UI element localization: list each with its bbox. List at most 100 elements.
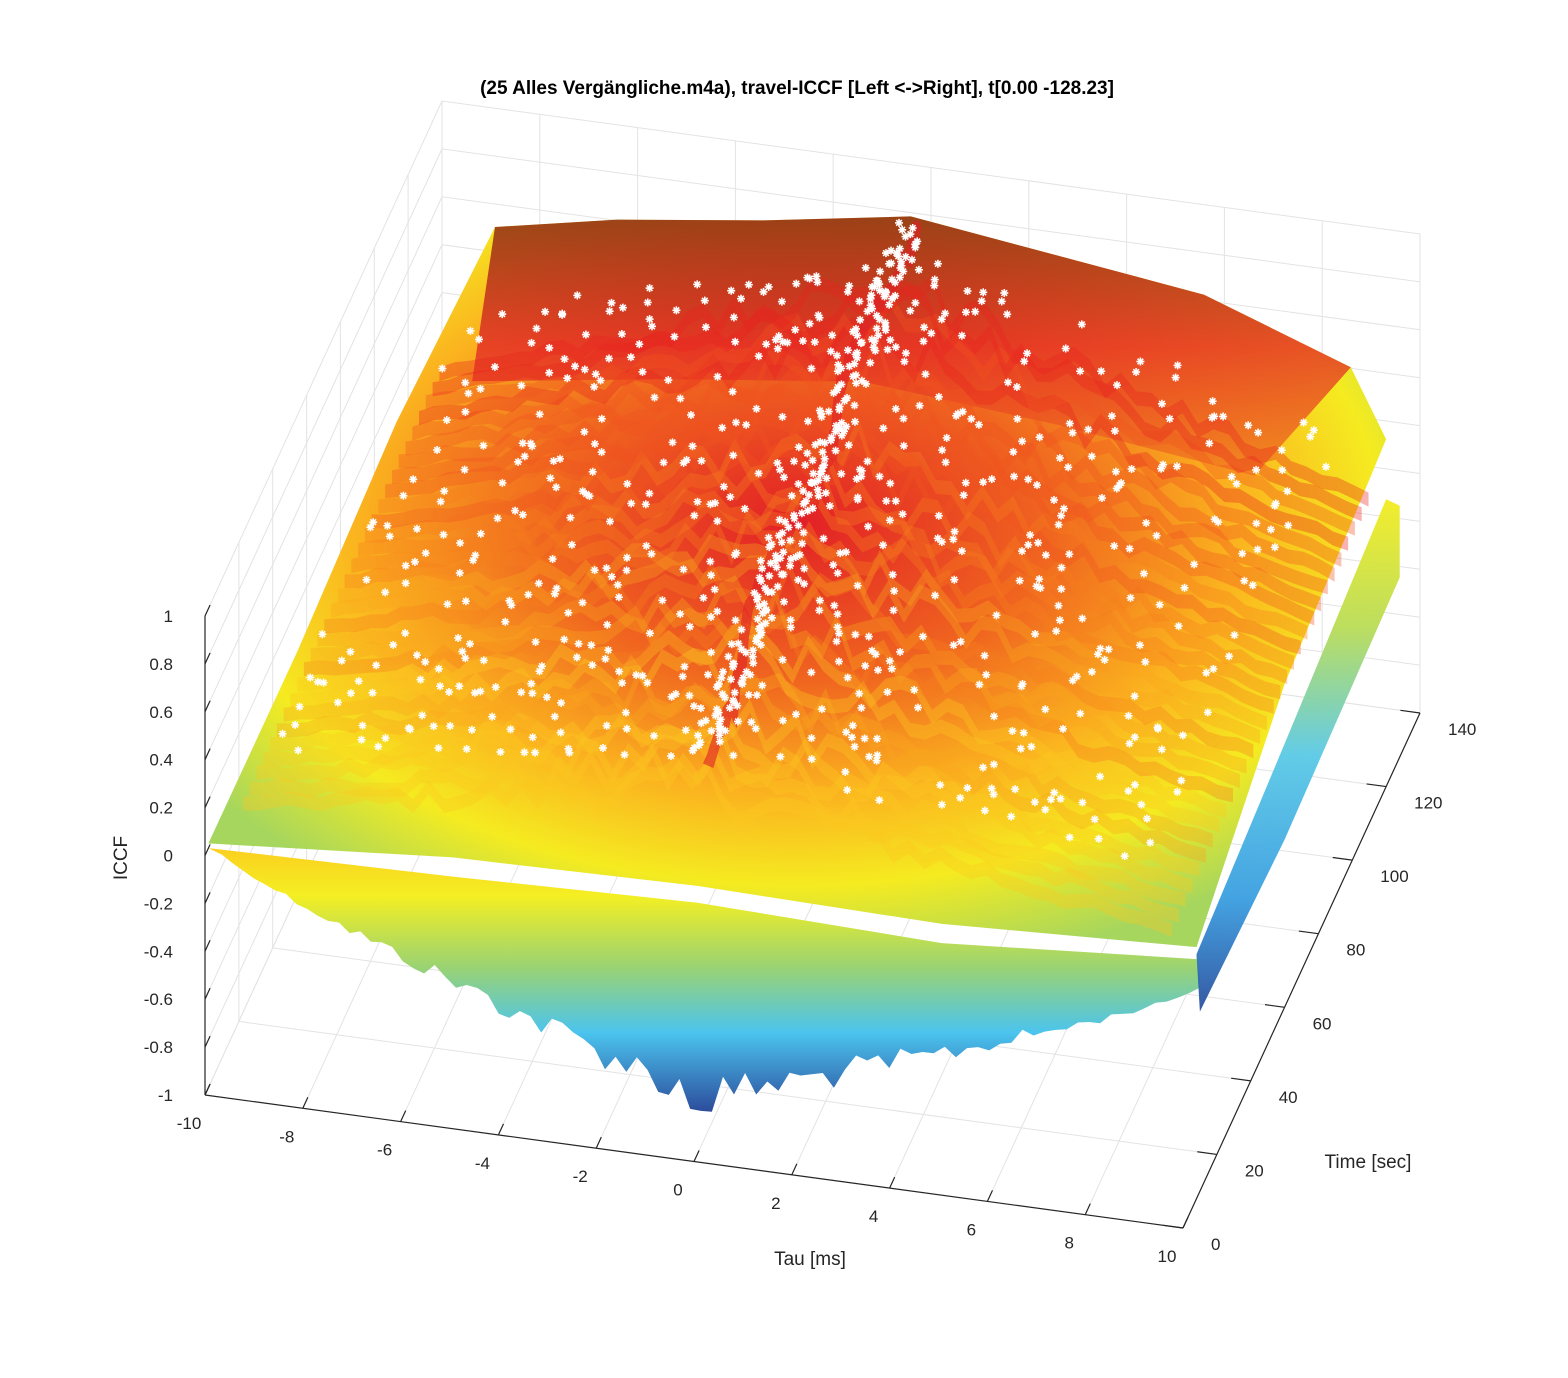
marker-stroke — [623, 554, 631, 562]
peak-marker — [814, 311, 823, 320]
marker-stroke — [857, 473, 865, 480]
marker-stroke — [1050, 789, 1058, 796]
peak-marker — [957, 331, 966, 340]
peak-marker — [792, 279, 801, 288]
peak-marker-center — [701, 716, 710, 725]
marker-stroke — [491, 363, 499, 371]
peak-marker — [440, 487, 449, 496]
peak-marker — [732, 418, 740, 427]
marker-stroke — [868, 336, 876, 343]
marker-stroke — [988, 475, 996, 483]
peak-marker — [1024, 540, 1033, 549]
marker-stroke — [912, 299, 919, 307]
marker-stroke — [627, 500, 635, 507]
marker-stroke — [359, 722, 366, 729]
peak-marker — [534, 579, 543, 588]
marker-stroke — [733, 549, 740, 557]
peak-marker — [1107, 412, 1116, 421]
peak-marker — [401, 579, 410, 588]
peak-marker — [461, 407, 470, 416]
marker-stroke — [730, 752, 737, 759]
peak-marker — [671, 690, 680, 698]
peak-marker — [643, 678, 652, 687]
surface-time-slice — [243, 756, 1173, 938]
marker-stroke — [433, 446, 441, 454]
peak-marker — [1190, 560, 1199, 569]
marker-stroke — [780, 571, 787, 578]
marker-stroke — [876, 287, 884, 294]
marker-stroke — [465, 390, 472, 397]
marker-stroke — [1153, 532, 1160, 540]
peak-marker — [318, 630, 327, 639]
marker-stroke — [814, 311, 822, 319]
marker-stroke — [804, 417, 812, 425]
peak-marker — [1059, 724, 1067, 733]
peak-marker — [454, 634, 463, 642]
marker-stroke — [956, 794, 964, 802]
marker-stroke — [899, 268, 907, 275]
peak-marker — [757, 628, 766, 637]
peak-marker — [1031, 630, 1040, 638]
peak-marker — [1126, 593, 1135, 602]
peak-marker — [885, 657, 894, 665]
peak-marker — [899, 414, 908, 423]
marker-stroke — [716, 738, 724, 746]
peak-marker-center — [707, 726, 716, 735]
peak-marker — [734, 717, 742, 726]
marker-stroke — [1023, 349, 1031, 357]
marker-stroke — [1041, 806, 1049, 813]
marker-stroke — [837, 365, 845, 372]
peak-marker-center — [737, 625, 746, 634]
marker-stroke — [882, 497, 890, 505]
peak-marker — [645, 315, 654, 324]
peak-marker — [713, 607, 722, 616]
z-tick — [204, 844, 211, 856]
marker-stroke — [1084, 426, 1092, 433]
peak-marker — [874, 666, 882, 675]
peak-marker — [467, 725, 476, 734]
y-tick-label: 20 — [1245, 1161, 1264, 1180]
peak-marker — [574, 639, 583, 648]
marker-stroke — [967, 415, 975, 423]
peak-marker — [545, 343, 554, 352]
marker-stroke — [811, 338, 819, 346]
peak-marker — [778, 716, 787, 725]
y-tick-label: 120 — [1414, 794, 1442, 813]
z-tick-label: -0.2 — [144, 894, 173, 913]
marker-stroke — [497, 748, 504, 756]
y-tick-label: 0 — [1211, 1235, 1220, 1254]
peak-marker — [618, 303, 627, 312]
marker-stroke — [781, 518, 789, 526]
peak-marker — [368, 688, 377, 697]
marker-stroke — [306, 674, 314, 681]
peak-marker — [814, 491, 823, 500]
marker-stroke — [816, 438, 824, 446]
peak-marker — [1284, 521, 1293, 530]
peak-marker — [737, 645, 746, 654]
marker-stroke — [799, 487, 807, 495]
peak-marker — [833, 569, 842, 578]
peak-marker-center — [730, 688, 739, 697]
marker-stroke — [521, 453, 529, 460]
marker-stroke — [819, 448, 826, 456]
marker-stroke — [418, 712, 426, 719]
marker-stroke — [896, 274, 904, 281]
peak-marker — [891, 278, 900, 287]
marker-stroke — [958, 332, 966, 340]
marker-stroke — [527, 440, 534, 447]
peak-marker — [1041, 805, 1050, 814]
peak-marker — [1130, 733, 1139, 742]
marker-stroke — [731, 689, 739, 696]
marker-stroke — [844, 346, 852, 354]
peak-marker-center — [824, 407, 833, 416]
peak-marker — [816, 438, 825, 446]
peak-marker — [882, 288, 891, 297]
peak-marker-center — [733, 701, 742, 710]
marker-stroke — [401, 629, 409, 637]
marker-stroke — [1252, 466, 1260, 474]
peak-marker — [756, 556, 765, 565]
peak-marker — [927, 329, 936, 338]
marker-stroke — [868, 305, 876, 313]
marker-stroke — [536, 667, 543, 675]
